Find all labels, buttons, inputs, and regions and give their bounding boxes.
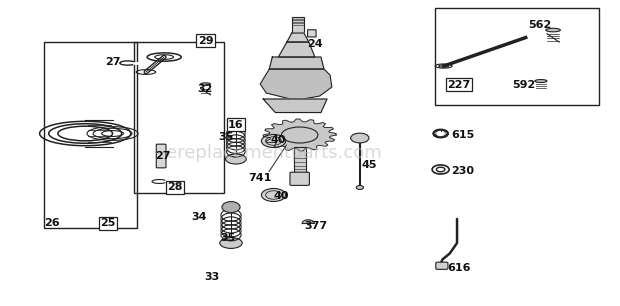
Text: 33: 33 xyxy=(204,272,219,282)
Text: 32: 32 xyxy=(198,84,213,94)
Text: 35: 35 xyxy=(220,233,236,244)
Text: 28: 28 xyxy=(167,182,183,192)
Text: 562: 562 xyxy=(528,20,551,30)
Text: 27: 27 xyxy=(105,57,120,66)
FancyBboxPatch shape xyxy=(292,17,304,33)
Polygon shape xyxy=(264,119,336,151)
Text: 616: 616 xyxy=(447,263,471,274)
Bar xyxy=(435,8,598,105)
Text: 615: 615 xyxy=(451,130,475,140)
Ellipse shape xyxy=(535,80,547,83)
Text: 377: 377 xyxy=(304,222,327,231)
Text: 230: 230 xyxy=(451,166,475,176)
Ellipse shape xyxy=(302,220,314,227)
Text: 34: 34 xyxy=(192,212,207,222)
Bar xyxy=(294,147,306,174)
Ellipse shape xyxy=(351,133,369,143)
Text: 24: 24 xyxy=(307,39,322,49)
FancyBboxPatch shape xyxy=(290,172,309,185)
Text: 592: 592 xyxy=(512,80,536,90)
Ellipse shape xyxy=(546,28,560,32)
Polygon shape xyxy=(260,69,332,99)
Ellipse shape xyxy=(356,185,363,189)
Ellipse shape xyxy=(201,83,210,85)
Ellipse shape xyxy=(222,202,240,213)
Text: 16: 16 xyxy=(228,120,244,129)
Bar xyxy=(44,42,137,228)
Ellipse shape xyxy=(433,130,448,137)
Text: 40: 40 xyxy=(273,192,288,201)
Polygon shape xyxy=(264,99,327,113)
FancyBboxPatch shape xyxy=(308,30,316,37)
Ellipse shape xyxy=(437,132,445,136)
Text: 35: 35 xyxy=(218,132,234,141)
Text: 40: 40 xyxy=(271,135,286,144)
Ellipse shape xyxy=(220,237,242,248)
Polygon shape xyxy=(287,33,309,42)
Text: 741: 741 xyxy=(249,174,272,184)
Text: 29: 29 xyxy=(198,35,213,46)
Text: 26: 26 xyxy=(44,218,60,229)
Ellipse shape xyxy=(228,121,244,131)
Text: ereplacementparts.com: ereplacementparts.com xyxy=(166,144,381,162)
FancyBboxPatch shape xyxy=(436,262,448,269)
Polygon shape xyxy=(278,42,315,57)
Text: 45: 45 xyxy=(362,160,378,170)
Text: 227: 227 xyxy=(447,80,471,90)
FancyBboxPatch shape xyxy=(156,144,166,168)
Text: 25: 25 xyxy=(100,218,116,229)
Bar xyxy=(85,116,112,151)
Ellipse shape xyxy=(262,135,286,147)
Polygon shape xyxy=(269,57,324,69)
Text: 27: 27 xyxy=(155,151,170,161)
Polygon shape xyxy=(302,223,314,227)
Ellipse shape xyxy=(226,154,246,164)
Bar xyxy=(134,42,224,193)
Ellipse shape xyxy=(262,188,286,201)
